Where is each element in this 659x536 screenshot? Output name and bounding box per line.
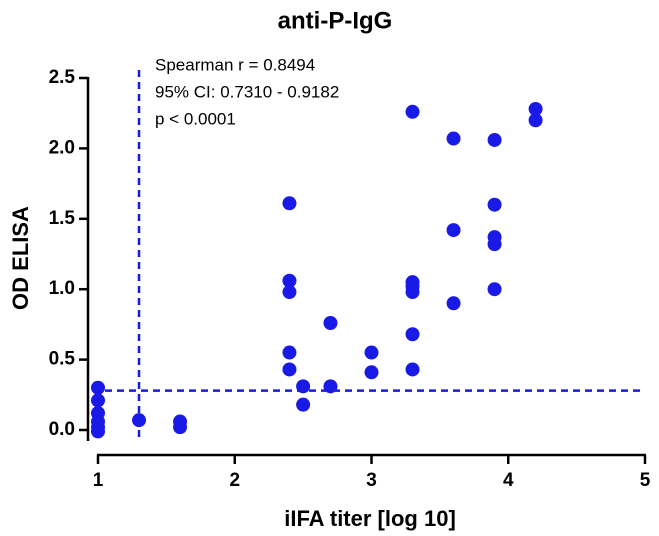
point xyxy=(405,285,420,300)
y-tick-label: 2.5 xyxy=(49,67,76,88)
point xyxy=(91,393,105,408)
x-axis-label: iIFA titer [log 10] xyxy=(284,506,456,531)
annotation: p < 0.0001 xyxy=(155,109,236,128)
x-tick-label: 4 xyxy=(503,470,514,491)
y-tick-label: 1.0 xyxy=(49,278,75,299)
x-tick-label: 5 xyxy=(640,470,651,491)
point xyxy=(173,420,188,435)
point xyxy=(487,282,502,297)
y-tick-label: 2.0 xyxy=(49,137,75,158)
point xyxy=(446,131,461,146)
x-tick-label: 2 xyxy=(229,470,240,491)
annotation: 95% CI: 0.7310 - 0.9182 xyxy=(155,82,339,101)
x-tick-label: 3 xyxy=(366,470,377,491)
point xyxy=(91,424,105,439)
point xyxy=(446,296,461,311)
point xyxy=(282,362,297,377)
point xyxy=(487,132,502,147)
point xyxy=(364,365,379,380)
point xyxy=(487,197,502,212)
point xyxy=(487,237,502,252)
point xyxy=(282,285,297,300)
point xyxy=(296,397,311,412)
point xyxy=(405,362,420,377)
point xyxy=(528,101,543,116)
point xyxy=(296,379,311,394)
y-tick-label: 0.0 xyxy=(49,419,75,440)
point xyxy=(528,113,543,128)
point xyxy=(405,327,420,342)
point xyxy=(323,315,338,330)
x-tick-label: 1 xyxy=(93,470,104,491)
annotation: Spearman r = 0.8494 xyxy=(155,55,315,74)
chart-title: anti-P-IgG xyxy=(278,7,393,34)
point xyxy=(323,379,338,394)
y-axis-label: OD ELISA xyxy=(8,206,33,310)
y-tick-label: 1.5 xyxy=(49,208,76,229)
point xyxy=(282,196,297,211)
point xyxy=(405,104,420,119)
point xyxy=(364,345,379,360)
point xyxy=(282,273,297,288)
y-tick-label: 0.5 xyxy=(49,349,76,370)
point xyxy=(91,380,105,395)
point xyxy=(132,413,147,428)
point xyxy=(282,345,297,360)
point xyxy=(446,223,461,238)
